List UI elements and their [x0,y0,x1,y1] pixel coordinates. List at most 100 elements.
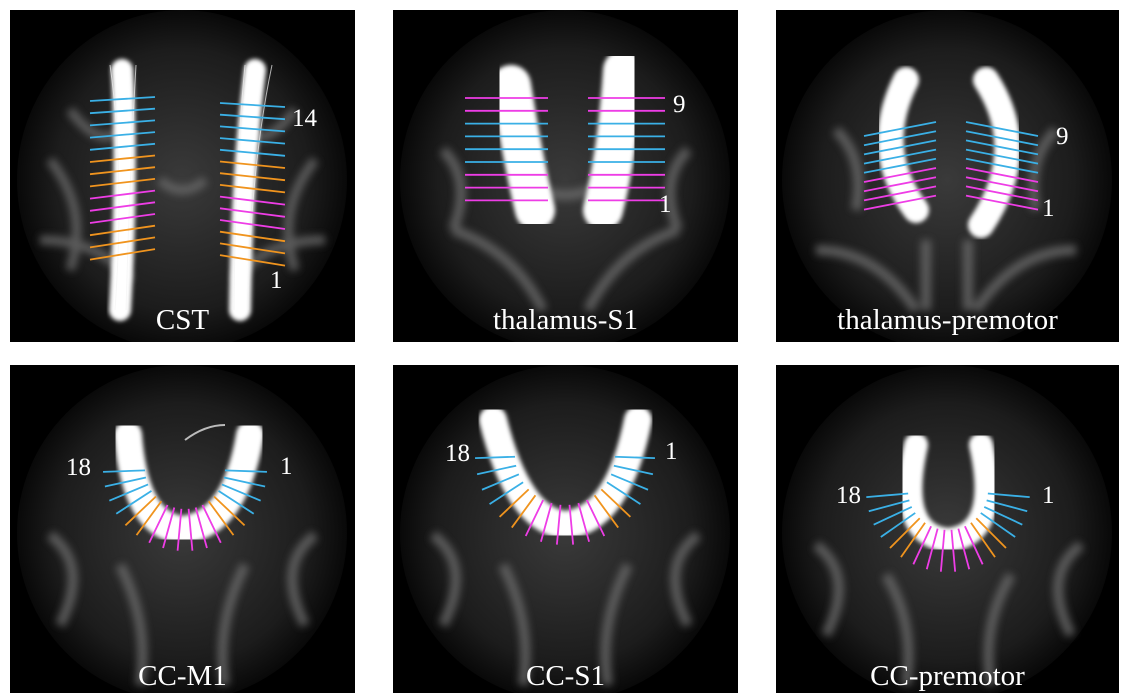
segment-line [89,166,156,176]
segment-line [219,137,286,145]
segment-lines-cc-premotor [866,492,1030,572]
panel-thalamus-s1: 9 1 thalamus-S1 [393,10,738,342]
panel-caption: CC-M1 [138,660,227,692]
segment-line [586,499,606,537]
segment-line [207,500,235,536]
segment-line [89,189,156,200]
segment-line [868,499,910,513]
segment-line [965,176,1039,193]
segment-line [148,504,169,544]
segment-line [89,178,156,188]
segment-line [511,494,537,529]
segment-line [965,157,1039,174]
segment-line [476,464,517,476]
segment-line [540,502,553,542]
segment-line [219,230,286,243]
segment-line [89,131,156,139]
segment-line [863,176,937,193]
segment-line [187,508,194,551]
segment-line [863,148,937,165]
segment-line [613,464,654,476]
brain-image-cc-premotor [782,365,1112,693]
segment-label-top: 14 [292,105,317,132]
panel-cc-premotor: 18 1 CC-premotor [776,365,1119,693]
segment-line [89,96,156,102]
segment-line [218,490,255,515]
segment-line [965,167,1039,183]
segment-label-left: 18 [445,440,470,467]
segment-label-bottom: 1 [270,267,283,294]
panel-thalamus-premotor: 9 1 thalamus-premotor [776,10,1119,342]
panel-caption: CST [155,304,210,336]
segment-line [89,119,156,127]
segment-line [965,148,1039,165]
segment-label-top: 9 [1056,123,1069,150]
segment-line [219,125,286,133]
segment-label-right: 1 [1042,482,1055,509]
segment-line [194,507,208,549]
segment-line [89,154,156,163]
segment-line [89,248,156,261]
segment-line [965,139,1039,156]
segment-line [863,121,937,137]
segment-line [219,254,286,267]
segment-line [925,528,939,570]
segment-line [606,481,641,505]
segment-line [863,139,937,156]
brain-image-cc-m1 [17,365,347,693]
segment-line [950,529,957,572]
segment-line [176,508,183,551]
segment-line [499,488,530,518]
segment-line [104,476,147,488]
segment-label-bottom: 1 [1042,195,1055,222]
segment-line [863,194,937,211]
segment-line [965,130,1039,147]
segment-line [555,504,562,545]
segment-line [568,504,575,545]
segment-line [162,507,176,549]
brain-image-cc-s1 [400,365,730,693]
segment-line [89,107,156,115]
segment-line [987,492,1030,499]
segment-line [957,528,971,570]
panel-caption: CC-S1 [526,660,605,692]
segment-line [880,512,916,538]
segment-line [614,455,655,460]
segment-line [577,502,590,542]
segment-line [109,483,149,502]
segment-line [124,495,157,527]
segment-lines-thalamus-premotor [863,121,1039,211]
segment-line [986,499,1028,513]
segment-line [89,213,156,224]
segment-lines-cc-s1 [475,455,655,545]
segment-label-left: 18 [66,454,91,481]
segment-line [89,224,156,237]
segment-line [103,469,146,473]
segment-line [600,488,631,518]
segment-line [983,506,1023,526]
segment-line [219,242,286,255]
segment-line [873,506,913,526]
brain-image-thalamus-s1 [400,10,730,342]
segment-lines-cc-m1 [103,469,267,551]
segment-line [970,522,996,558]
segment-line [115,490,152,515]
segment-line [980,512,1016,538]
segment-line [135,500,163,536]
segment-line [610,473,649,491]
segment-line [219,195,286,206]
segment-line [481,473,520,491]
segment-line [219,113,286,121]
segment-label-top: 9 [673,91,686,118]
segment-line [965,194,1039,211]
segment-line [975,517,1007,549]
segment-lines-cst [89,96,286,267]
segment-lines-thalamus-s1 [465,97,665,202]
segment-line [866,492,909,499]
segment-line [219,172,286,182]
segment-line [219,102,286,108]
segment-line [219,148,286,157]
segment-line [224,469,267,473]
segment-line [219,160,286,169]
panel-cc-m1: 18 1 CC-M1 [10,365,355,693]
